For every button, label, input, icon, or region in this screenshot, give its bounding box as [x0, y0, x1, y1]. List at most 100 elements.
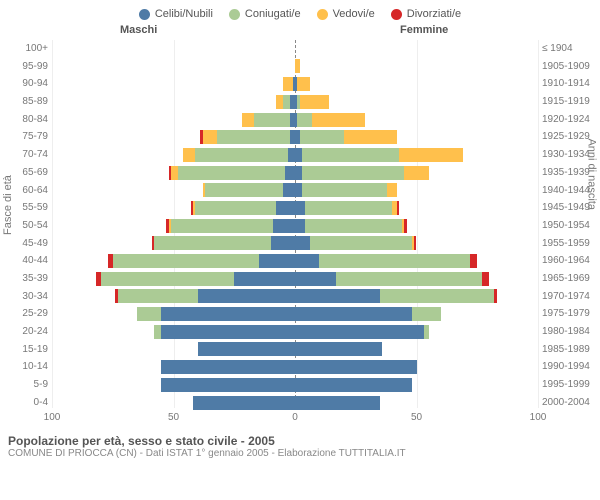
age-label: 80-84 — [0, 111, 48, 129]
pyramid-row — [52, 182, 538, 200]
legend-label: Divorziati/e — [407, 8, 461, 20]
age-label: 30-34 — [0, 288, 48, 306]
bar-female — [295, 95, 329, 109]
bar-male — [161, 360, 295, 374]
year-label: 1960-1964 — [542, 252, 600, 270]
bar-segment — [254, 113, 290, 127]
bar-segment — [470, 254, 477, 268]
legend-swatch — [139, 9, 150, 20]
year-label: 1975-1979 — [542, 305, 600, 323]
age-label: 95-99 — [0, 58, 48, 76]
bar-segment — [288, 148, 295, 162]
bar-segment — [195, 148, 287, 162]
pyramid-row — [52, 235, 538, 253]
bar-male — [115, 289, 295, 303]
bar-segment — [283, 95, 290, 109]
bar-segment — [305, 201, 392, 215]
year-label: 1995-1999 — [542, 376, 600, 394]
chart-area: Fasce di età Anni di nascita 100+95-9990… — [0, 40, 600, 430]
bar-segment — [234, 272, 295, 286]
bar-male — [191, 201, 295, 215]
legend-item: Coniugati/e — [229, 8, 301, 20]
age-label: 85-89 — [0, 93, 48, 111]
bar-female — [295, 113, 365, 127]
bar-segment — [295, 236, 310, 250]
bar-segment — [273, 219, 295, 233]
bar-segment — [183, 148, 195, 162]
year-label: 1955-1959 — [542, 235, 600, 253]
bar-segment — [424, 325, 429, 339]
age-label: 60-64 — [0, 182, 48, 200]
bar-female — [295, 342, 382, 356]
bar-segment — [271, 236, 295, 250]
legend: Celibi/NubiliConiugati/eVedovi/eDivorzia… — [0, 0, 600, 24]
legend-item: Celibi/Nubili — [139, 8, 213, 20]
bar-segment — [297, 113, 312, 127]
bar-male — [283, 77, 295, 91]
bar-male — [169, 166, 295, 180]
column-headers: Maschi Femmine — [0, 24, 600, 40]
age-label: 70-74 — [0, 146, 48, 164]
bar-segment — [171, 219, 273, 233]
pyramid-row — [52, 341, 538, 359]
year-label: 1980-1984 — [542, 323, 600, 341]
age-label: 65-69 — [0, 164, 48, 182]
bar-segment — [242, 113, 254, 127]
bar-male — [203, 183, 295, 197]
bar-segment — [195, 201, 275, 215]
bar-segment — [387, 183, 397, 197]
bar-female — [295, 396, 380, 410]
bar-segment — [295, 59, 300, 73]
pyramid-row — [52, 40, 538, 58]
year-label: 1950-1954 — [542, 217, 600, 235]
bar-segment — [295, 219, 305, 233]
bar-female — [295, 148, 463, 162]
bar-segment — [113, 254, 259, 268]
bar-segment — [295, 342, 382, 356]
bar-segment — [161, 360, 295, 374]
bar-segment — [305, 219, 402, 233]
bar-segment — [295, 166, 302, 180]
bar-segment — [161, 325, 295, 339]
bar-segment — [276, 201, 295, 215]
pyramid-row — [52, 58, 538, 76]
bar-segment — [300, 130, 344, 144]
age-label: 5-9 — [0, 376, 48, 394]
bar-segment — [295, 289, 380, 303]
bar-female — [295, 325, 429, 339]
age-label: 100+ — [0, 40, 48, 58]
x-tick: 50 — [168, 412, 179, 423]
header-male: Maschi — [120, 24, 157, 36]
bar-male — [108, 254, 295, 268]
age-label: 90-94 — [0, 75, 48, 93]
bar-segment — [193, 396, 295, 410]
bar-female — [295, 166, 429, 180]
bar-male — [96, 272, 295, 286]
pyramid-row — [52, 323, 538, 341]
legend-label: Celibi/Nubili — [155, 8, 213, 20]
bar-segment — [171, 166, 178, 180]
bar-segment — [295, 325, 424, 339]
bars-container — [52, 40, 538, 408]
bar-segment — [285, 166, 295, 180]
bar-segment — [380, 289, 494, 303]
bar-segment — [198, 342, 295, 356]
bar-male — [193, 396, 295, 410]
year-label: ≤ 1904 — [542, 40, 600, 58]
age-label: 55-59 — [0, 199, 48, 217]
bar-segment — [319, 254, 470, 268]
bar-segment — [482, 272, 489, 286]
bar-segment — [259, 254, 295, 268]
x-axis: 10050050100 — [52, 410, 538, 430]
bar-segment — [283, 77, 293, 91]
bar-segment — [494, 289, 496, 303]
footer: Popolazione per età, sesso e stato civil… — [0, 430, 600, 459]
bar-female — [295, 272, 489, 286]
bar-female — [295, 59, 300, 73]
bar-female — [295, 130, 397, 144]
pyramid-row — [52, 270, 538, 288]
pyramid-row — [52, 376, 538, 394]
bar-segment — [283, 183, 295, 197]
year-label: 1970-1974 — [542, 288, 600, 306]
bar-segment — [198, 289, 295, 303]
